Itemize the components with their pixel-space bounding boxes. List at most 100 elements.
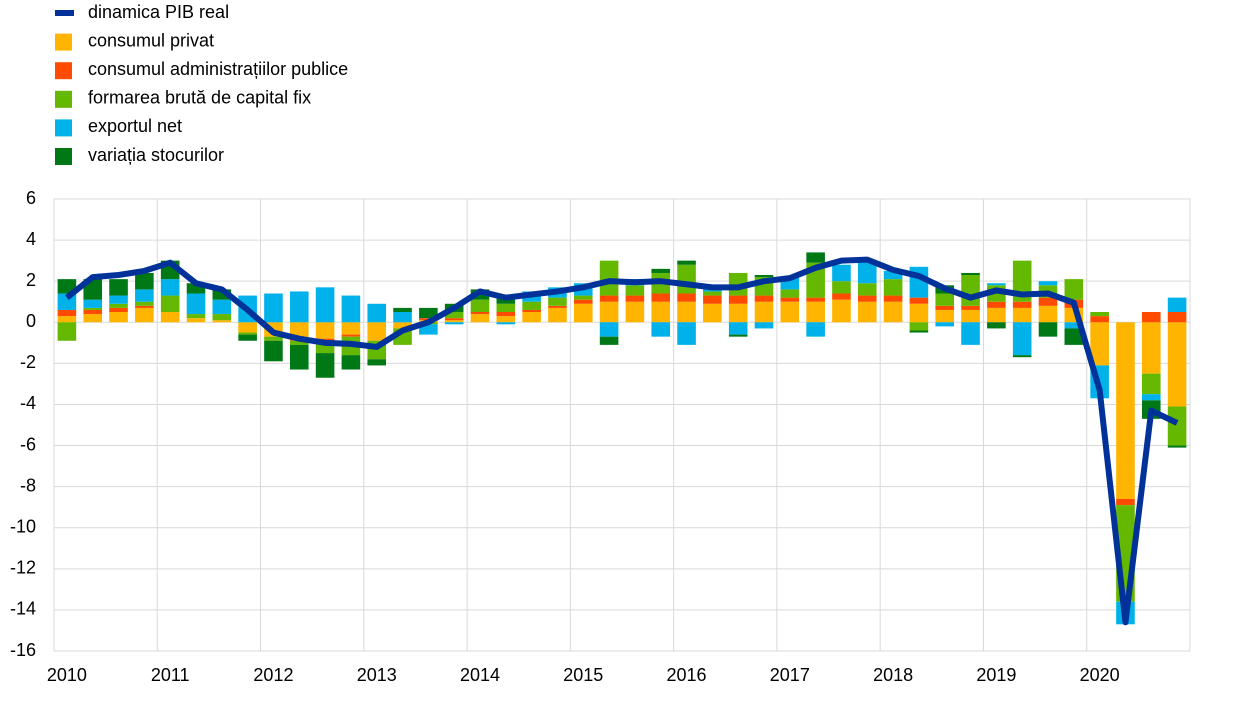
bar [315,287,335,323]
x-tick-label: 2016 [667,665,707,685]
bar [883,279,903,296]
bar [57,316,77,323]
bar [341,334,361,337]
bar [909,330,929,333]
bar [961,322,980,345]
bar [599,295,619,302]
bar [703,303,722,323]
bar [496,303,516,312]
bar [573,295,593,300]
bar [1038,281,1058,286]
bar [625,295,645,302]
bar [186,314,206,319]
bar [1141,373,1161,395]
bar [677,260,696,265]
bar [135,307,154,323]
bar [393,307,412,312]
bar [496,297,516,304]
bar [1064,322,1084,329]
bar [909,303,929,323]
bar [444,318,464,321]
bar [522,312,541,323]
x-tick-label: 2012 [253,665,293,685]
bar [315,322,335,339]
bar [289,344,309,370]
bar [599,260,619,296]
bar [909,297,929,304]
bar [160,279,180,296]
y-tick-label: -10 [10,516,36,536]
bar [83,309,103,315]
bar [806,322,825,337]
bar [651,322,671,337]
bar [961,275,980,306]
bar [909,322,929,331]
bar [961,272,980,276]
y-tick-label: 6 [26,188,36,208]
bar [1012,322,1032,356]
bar [987,283,1006,286]
bar [857,301,877,323]
bar [677,301,696,323]
bar [1038,322,1058,337]
bar [109,279,128,296]
x-tick-label: 2014 [460,665,500,685]
bar [109,295,128,304]
bar [470,299,490,312]
bar [1116,498,1135,506]
y-tick-label: -8 [20,475,36,495]
legend-label: formarea brută de capital fix [88,88,311,108]
bar [754,322,774,329]
line [65,256,1179,626]
bar [832,293,851,300]
bar [238,334,257,341]
bar [212,289,232,300]
bar [135,289,154,302]
bar [857,260,877,284]
bar [1090,312,1109,317]
bar [135,305,154,308]
bar [186,318,206,323]
bar [883,270,903,280]
bar [83,299,103,308]
y-tick-label: -14 [10,599,36,619]
x-tick-label: 2017 [770,665,810,685]
bar [393,322,412,329]
bar [522,301,541,310]
bar [367,359,387,366]
bar [651,293,671,302]
bar [419,307,438,319]
bar [83,314,103,323]
bar [935,305,955,310]
bar [367,303,387,323]
bar [857,295,877,302]
bar [677,322,696,345]
bar [1064,279,1084,300]
bar [1012,307,1032,323]
bar [780,289,800,298]
x-tick-label: 2020 [1080,665,1120,685]
bar [160,295,180,312]
bar [754,275,774,278]
bar [625,301,645,323]
bar [212,299,232,315]
bar [238,332,257,335]
bar [935,309,955,323]
bar [832,299,851,323]
bar [212,320,232,323]
bar [780,301,800,323]
bar [1038,305,1058,323]
bar [548,297,567,306]
bar [883,295,903,302]
bar [264,293,283,323]
bar [1064,328,1084,345]
bar [573,303,593,323]
bar [315,338,335,341]
bar [857,283,877,296]
bar [57,309,77,317]
bar [444,312,464,319]
legend-swatch [55,62,72,80]
bar [160,312,180,323]
bar [703,291,722,296]
